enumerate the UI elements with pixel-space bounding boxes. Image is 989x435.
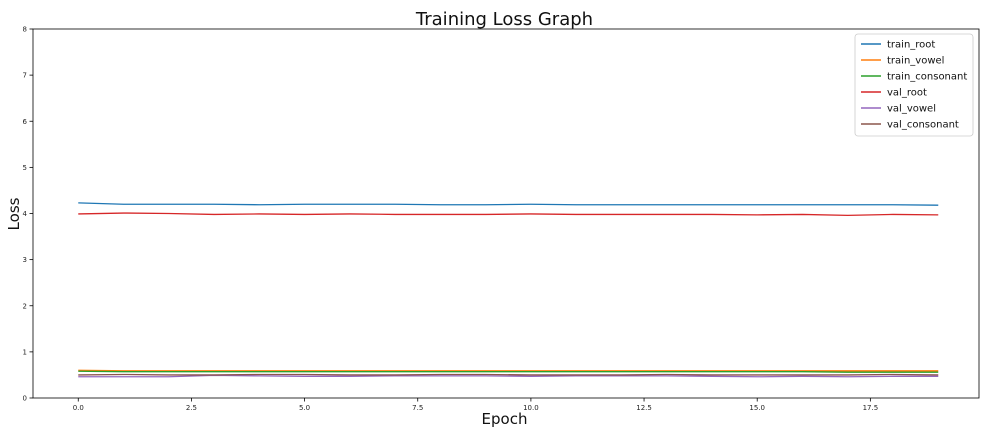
series-line-train-root bbox=[78, 202, 939, 206]
legend-box bbox=[854, 33, 974, 137]
plot-area: 0.0 2.5 5.0 7.5 10.0 12.5 15.0 17.5 0 1 2 3 4 5 6 7 8 bbox=[23, 26, 980, 412]
y-tick-label: 0 bbox=[23, 395, 27, 403]
y-tick-label: 2 bbox=[23, 302, 27, 310]
x-tick-label: 15.0 bbox=[749, 404, 765, 412]
legend-label-val-vowel: val_vowel bbox=[887, 104, 936, 115]
series-line-train-consonant bbox=[78, 370, 939, 373]
series-line-val-vowel bbox=[78, 374, 939, 378]
y-tick-label: 4 bbox=[23, 210, 28, 218]
x-axis-title: Epoch bbox=[482, 410, 528, 428]
series-line-val-root bbox=[78, 212, 939, 216]
y-axis-title: Loss bbox=[5, 197, 23, 230]
y-tick-label: 5 bbox=[23, 164, 27, 172]
legend-label-train-vowel: train_vowel bbox=[887, 56, 944, 67]
x-tick-label: 0.0 bbox=[73, 404, 84, 412]
y-tick-label: 7 bbox=[23, 72, 27, 80]
x-tick-label: 5.0 bbox=[299, 404, 310, 412]
x-tick-label: 2.5 bbox=[186, 404, 197, 412]
legend-label-train-consonant: train_consonant bbox=[887, 72, 967, 83]
x-tick-label: 10.0 bbox=[523, 404, 539, 412]
x-tick-label: 12.5 bbox=[636, 404, 652, 412]
y-tick-label: 6 bbox=[23, 118, 28, 126]
x-tick-label: 7.5 bbox=[412, 404, 423, 412]
x-tick-label: 17.5 bbox=[863, 404, 879, 412]
legend: train_root train_vowel train_consonant val_… bbox=[854, 33, 974, 137]
y-tick-label: 1 bbox=[23, 348, 27, 356]
legend-label-val-root: val_root bbox=[887, 88, 927, 99]
legend-label-val-consonant: val_consonant bbox=[887, 120, 959, 131]
chart-title: Training Loss Graph bbox=[415, 9, 593, 30]
legend-label-train-root: train_root bbox=[887, 40, 935, 51]
y-tick-label: 8 bbox=[23, 26, 27, 34]
y-tick-label: 3 bbox=[23, 256, 27, 264]
